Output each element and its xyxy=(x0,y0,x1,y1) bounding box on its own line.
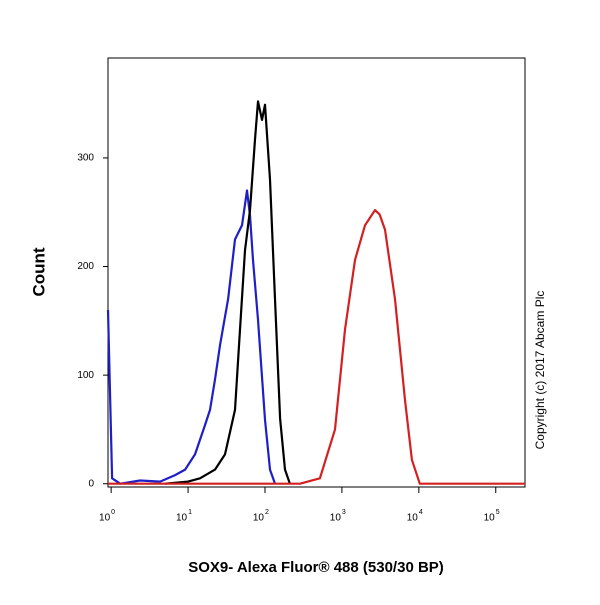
y-tick-label: 200 xyxy=(77,261,94,272)
x-tick-exponent: 3 xyxy=(342,509,346,516)
x-tick-exponent: 5 xyxy=(496,509,500,516)
x-axis-label: SOX9- Alexa Fluor® 488 (530/30 BP) xyxy=(188,559,444,576)
x-tick-label: 10 xyxy=(407,513,419,524)
histogram-line xyxy=(164,100,291,485)
x-tick-label: 10 xyxy=(99,513,111,524)
x-tick-label: 10 xyxy=(330,513,342,524)
y-axis-label: Count xyxy=(29,247,48,296)
y-tick-label: 0 xyxy=(88,478,94,489)
y-tick-label: 300 xyxy=(77,153,94,164)
y-tick-label: 100 xyxy=(77,370,94,381)
x-tick-exponent: 2 xyxy=(265,509,269,516)
x-tick-exponent: 4 xyxy=(419,509,423,516)
plot-frame xyxy=(107,57,526,488)
x-tick-exponent: 0 xyxy=(111,509,115,516)
x-tick-label: 10 xyxy=(253,513,265,524)
histogram-line xyxy=(108,209,525,485)
x-tick-exponent: 1 xyxy=(188,509,192,516)
copyright: Copyright (c) 2017 Abcam Plc xyxy=(533,291,547,450)
x-tick-label: 10 xyxy=(484,513,496,524)
histogram-line xyxy=(106,189,277,485)
x-tick-label: 10 xyxy=(176,513,188,524)
